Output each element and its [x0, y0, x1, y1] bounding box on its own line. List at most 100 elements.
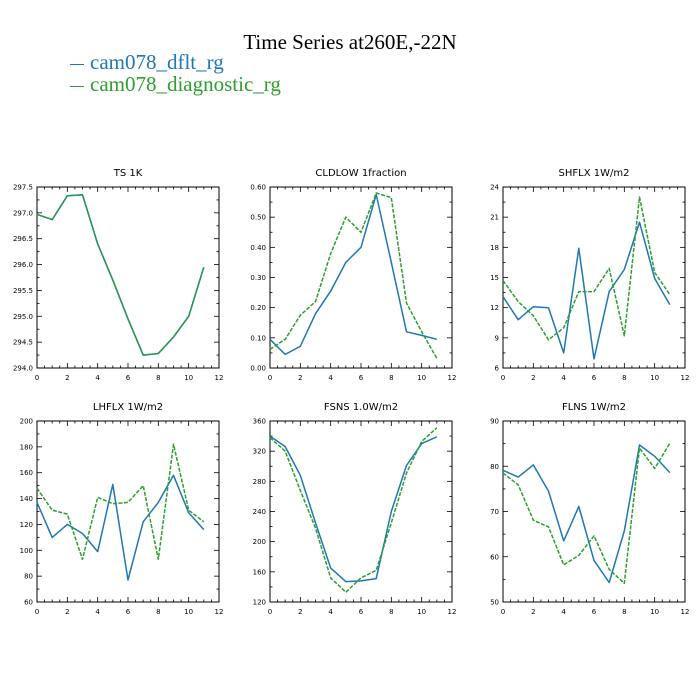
plot-frame-fsns: [269, 420, 453, 603]
x-tick-label: 12: [215, 374, 224, 382]
panel-title-cldlow: CLDLOW 1fraction: [315, 168, 406, 179]
y-tick-label: 80: [24, 573, 33, 581]
series-line-cam078-diagnostic-rg: [36, 443, 205, 561]
panel-ts: TS 1K 0 2 4 6 8 10 12 294.0 294.5 295.0 295.5 296.0 2…: [13, 168, 224, 382]
plot-frame-lhflx: [36, 420, 220, 603]
x-tick-label: 2: [298, 608, 302, 616]
x-tick-label: 12: [448, 608, 457, 616]
x-tick-label: 4: [328, 374, 333, 382]
x-tick-label: 12: [681, 374, 690, 382]
series-line-cam078-diagnostic-rg: [269, 192, 438, 359]
y-tick-label: 0.00: [250, 365, 266, 373]
y-tick-label: 50: [490, 599, 499, 607]
x-tick-label: 2: [531, 374, 535, 382]
x-tick-label: 8: [622, 608, 626, 616]
y-tick-label: 0.50: [250, 214, 266, 222]
y-tick-label: 296.0: [13, 261, 33, 269]
y-tick-label: 160: [20, 469, 33, 477]
x-tick-label: 4: [561, 608, 566, 616]
y-tick-label: 0.60: [250, 184, 266, 192]
x-tick-label: 12: [681, 608, 690, 616]
y-tick-label: 60: [490, 553, 499, 561]
panel-flns: FLNS 1W/m2 0 2 4 6 8 10 12 50 60 70 80 90: [490, 402, 689, 616]
y-tick-label: 0.40: [250, 244, 266, 252]
panel-lhflx: LHFLX 1W/m2 0 2 4 6 8 10 12 60 80 100 120 140 160 180 2…: [20, 402, 224, 616]
y-tick-label: 180: [20, 443, 33, 451]
y-tick-label: 294.0: [13, 365, 33, 373]
x-tick-label: 0: [501, 374, 505, 382]
y-tick-label: 296.5: [13, 235, 33, 243]
y-tick-label: 320: [253, 448, 266, 456]
x-tick-label: 6: [126, 608, 131, 616]
x-tick-label: 0: [268, 374, 272, 382]
y-tick-label: 60: [24, 599, 33, 607]
x-tick-label: 2: [65, 374, 69, 382]
x-tick-label: 4: [328, 608, 333, 616]
y-tick-label: 100: [20, 547, 33, 555]
panel-title-fsns: FSNS 1.0W/m2: [324, 402, 398, 413]
y-tick-label: 90: [490, 418, 499, 426]
y-tick-label: 70: [490, 508, 499, 516]
x-tick-label: 10: [650, 374, 659, 382]
x-tick-label: 6: [592, 608, 597, 616]
x-tick-label: 6: [592, 374, 597, 382]
page-title: Time Series at260E,-22N: [243, 30, 457, 54]
x-tick-label: 8: [389, 608, 393, 616]
y-tick-label: 297.0: [13, 209, 33, 217]
y-tick-label: 9: [495, 334, 499, 342]
y-tick-label: 295.5: [13, 287, 33, 295]
x-tick-label: 4: [561, 374, 566, 382]
series-line-cam078-diagnostic-rg: [36, 194, 205, 356]
x-tick-label: 4: [95, 374, 100, 382]
legend-entry-diagnostic: cam078_diagnostic_rg: [70, 72, 281, 97]
y-tick-label: 6: [495, 365, 500, 373]
panel-title-shflx: SHFLX 1W/m2: [559, 168, 630, 179]
panel-title-ts: TS 1K: [113, 168, 143, 179]
legend-entry-dflt: cam078_dflt_rg: [70, 50, 224, 75]
x-tick-label: 2: [531, 608, 535, 616]
series-line-cam078-diagnostic-rg: [502, 196, 671, 341]
y-tick-label: 21: [490, 214, 499, 222]
panel-fsns: FSNS 1.0W/m2 0 2 4 6 8 10 12 120 160 200 240 280 320 3…: [253, 402, 457, 616]
y-tick-label: 120: [253, 599, 266, 607]
x-tick-label: 10: [184, 608, 193, 616]
panel-title-flns: FLNS 1W/m2: [562, 402, 626, 413]
x-tick-label: 10: [650, 608, 659, 616]
x-tick-label: 10: [417, 608, 426, 616]
x-tick-label: 0: [501, 608, 505, 616]
panel-cldlow: CLDLOW 1fraction 0 2 4 6 8 10 12 0.00 0.10 0.20 0.3…: [250, 168, 456, 382]
x-tick-label: 8: [156, 608, 160, 616]
y-tick-label: 18: [490, 244, 499, 252]
legend-label-diagnostic: cam078_diagnostic_rg: [90, 72, 281, 96]
series-line-cam078-dflt-rg: [502, 444, 671, 584]
x-tick-label: 2: [298, 374, 302, 382]
x-tick-label: 6: [126, 374, 131, 382]
y-tick-label: 0.10: [250, 334, 266, 342]
panel-title-lhflx: LHFLX 1W/m2: [93, 402, 163, 413]
y-tick-label: 0.20: [250, 304, 266, 312]
x-tick-label: 10: [184, 374, 193, 382]
y-tick-label: 297.5: [13, 184, 33, 192]
series-line-cam078-dflt-rg: [502, 221, 671, 360]
y-tick-label: 240: [253, 508, 266, 516]
x-tick-label: 8: [622, 374, 626, 382]
legend-swatch-dflt: [70, 63, 84, 65]
y-tick-label: 294.5: [13, 339, 33, 347]
y-tick-label: 12: [490, 304, 499, 312]
x-tick-label: 6: [359, 608, 364, 616]
x-tick-label: 4: [95, 608, 100, 616]
y-tick-label: 200: [253, 538, 266, 546]
plot-frame-flns: [502, 420, 686, 603]
plot-frame-cldlow: [269, 186, 453, 369]
y-tick-label: 160: [253, 568, 266, 576]
legend-swatch-diagnostic: [70, 85, 84, 87]
y-tick-label: 140: [20, 495, 33, 503]
x-tick-label: 0: [35, 608, 39, 616]
y-tick-label: 0.30: [250, 274, 266, 282]
y-tick-label: 120: [20, 521, 33, 529]
x-tick-label: 0: [268, 608, 272, 616]
y-tick-label: 200: [20, 418, 33, 426]
plot-frame-ts: [36, 186, 220, 369]
